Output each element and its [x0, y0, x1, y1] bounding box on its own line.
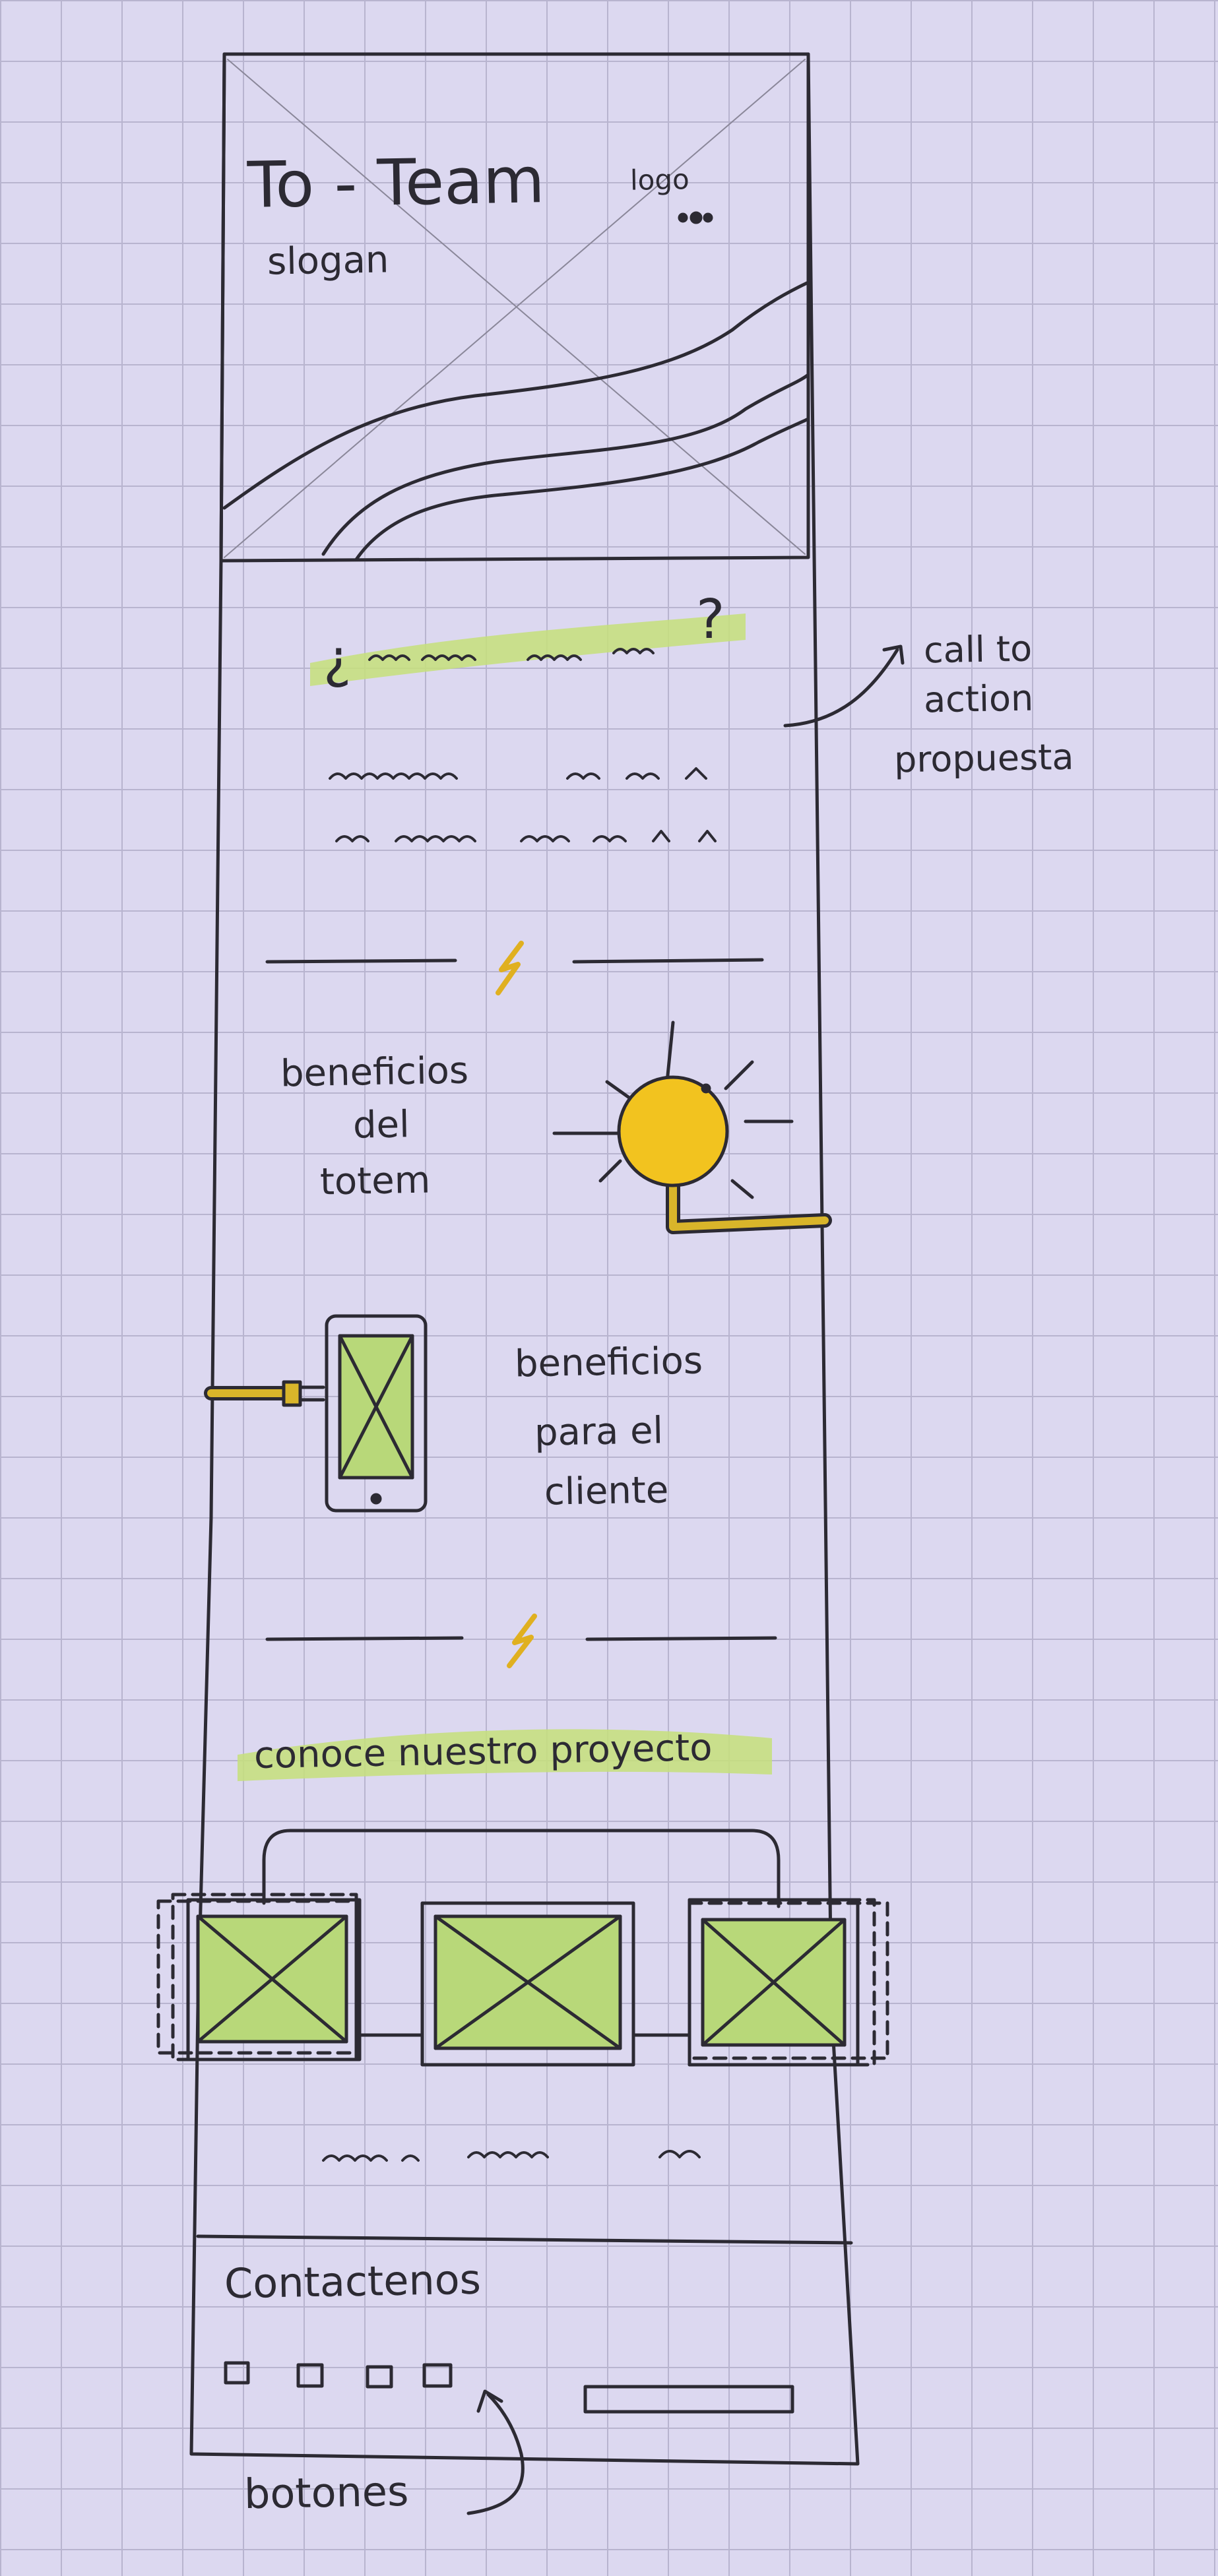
phone-icon: [204, 1314, 428, 1513]
contact-button-2[interactable]: [296, 2363, 324, 2388]
hero-title: To - Team: [247, 143, 546, 222]
cta-annotation-arrow: [783, 648, 899, 728]
totem-benefits-line-3: totem: [319, 1158, 431, 1204]
cta-question-open: ¿: [323, 628, 352, 689]
hero-slogan: slogan: [267, 238, 389, 284]
client-benefits-line-3: cliente: [544, 1468, 669, 1514]
footer-divider: [196, 2234, 853, 2245]
page-frame: [189, 52, 860, 2466]
project-heading: conoce nuestro proyecto: [253, 1726, 713, 1778]
hero-logo-label: logo: [629, 163, 690, 197]
logo-mark: [678, 212, 688, 223]
cta-body-line-1: [329, 767, 707, 780]
contact-submit-button[interactable]: [583, 2385, 794, 2414]
contact-button-4[interactable]: [422, 2363, 453, 2388]
carousel-slide-right[interactable]: [688, 1898, 889, 2067]
carousel-slide-left[interactable]: [156, 1893, 362, 2061]
buttons-annotation-arrow: [466, 2393, 525, 2515]
cta-title-squiggle: [368, 648, 655, 661]
carousel-caption-squiggle: [322, 2150, 701, 2162]
cta-annotation-line-1: call to: [923, 627, 1033, 672]
contact-heading: Contactenos: [224, 2255, 482, 2308]
client-benefits-line-1: beneficios: [514, 1339, 703, 1386]
contact-buttons: [224, 2361, 453, 2389]
contact-button-1[interactable]: [224, 2361, 250, 2385]
contact-button-3[interactable]: [366, 2365, 393, 2389]
totem-benefits-line-1: beneficios: [280, 1049, 469, 1096]
cta-annotation-line-2: action: [923, 677, 1034, 721]
hero-wave-middle: [321, 373, 810, 556]
carousel-slide-center[interactable]: [420, 1901, 635, 2067]
hero-section: [219, 52, 810, 563]
hero-wave-bottom: [354, 417, 810, 561]
cta-annotation-line-3: propuesta: [893, 736, 1074, 781]
divider-1: [265, 941, 764, 995]
buttons-annotation: botones: [243, 2466, 409, 2519]
cta-highlight: [310, 613, 746, 686]
divider-2: [265, 1614, 777, 1668]
hero-wave-top: [222, 280, 810, 510]
sun-icon: [552, 1021, 832, 1234]
cta-question-close: ?: [696, 588, 725, 651]
project-highlight: [238, 1729, 772, 1781]
cta-body-line-2: [335, 830, 717, 842]
totem-benefits-line-2: del: [352, 1103, 410, 1147]
client-benefits-line-2: para el: [534, 1409, 664, 1455]
project-carousel: [156, 1829, 889, 2067]
